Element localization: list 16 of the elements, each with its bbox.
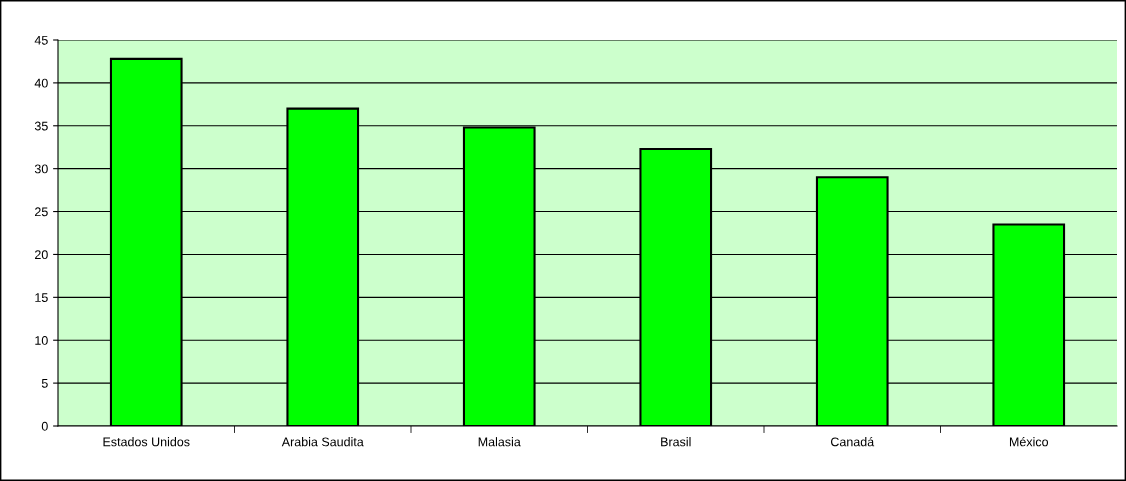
x-tick-label: Arabia Saudita [281, 437, 364, 447]
y-tick-label: 0 [41, 421, 48, 431]
y-tick-label: 40 [34, 78, 48, 88]
y-tick-label: 20 [35, 250, 48, 260]
x-tick-label: Estados Unidos [103, 437, 190, 447]
y-tick-label: 30 [34, 164, 48, 174]
y-tick-label: 35 [34, 121, 48, 131]
x-tick-label: Brasil [661, 437, 691, 447]
y-tick-label: 10 [35, 336, 48, 345]
y-tick-label: 25 [35, 207, 48, 217]
x-tick-label: Malasia [478, 437, 521, 447]
y-tick-label: 45 [34, 35, 48, 45]
x-tick-label: México [1009, 436, 1049, 447]
y-tick-label: 15 [35, 293, 48, 302]
x-tick-label: Canadá [830, 436, 875, 447]
y-tick-label: 5 [41, 379, 48, 388]
